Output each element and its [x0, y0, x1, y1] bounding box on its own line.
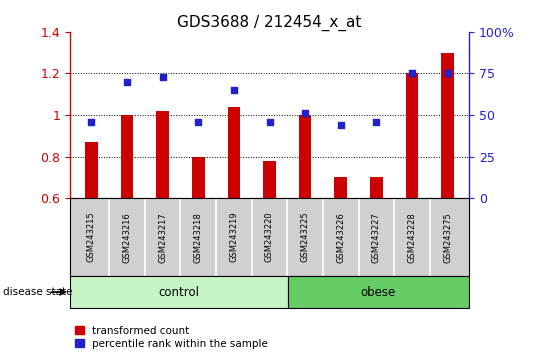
Text: disease state: disease state — [3, 287, 72, 297]
Text: GSM243225: GSM243225 — [301, 212, 309, 263]
Point — [87, 119, 96, 125]
Text: GSM243217: GSM243217 — [158, 212, 167, 263]
Bar — [70, 276, 288, 308]
Text: GSM243219: GSM243219 — [230, 212, 238, 263]
Bar — [335, 177, 347, 198]
Text: GSM243275: GSM243275 — [443, 212, 452, 263]
Point — [336, 122, 345, 128]
Bar — [406, 74, 418, 198]
Text: GSM243220: GSM243220 — [265, 212, 274, 263]
Text: GSM243228: GSM243228 — [407, 212, 417, 263]
Title: GDS3688 / 212454_x_at: GDS3688 / 212454_x_at — [177, 14, 362, 30]
Legend: transformed count, percentile rank within the sample: transformed count, percentile rank withi… — [75, 326, 268, 349]
Text: GSM243226: GSM243226 — [336, 212, 345, 263]
Text: GSM243216: GSM243216 — [122, 212, 132, 263]
Point — [301, 110, 309, 116]
Text: obese: obese — [361, 286, 396, 298]
Text: GSM243227: GSM243227 — [372, 212, 381, 263]
Bar — [441, 53, 454, 198]
Bar — [370, 177, 383, 198]
Text: GSM243218: GSM243218 — [194, 212, 203, 263]
Point — [123, 79, 132, 85]
Point — [230, 87, 238, 93]
Bar — [288, 276, 469, 308]
Bar — [85, 142, 98, 198]
Point — [372, 119, 381, 125]
Point — [407, 71, 416, 76]
Point — [194, 119, 203, 125]
Bar — [263, 161, 276, 198]
Text: GSM243215: GSM243215 — [87, 212, 96, 263]
Bar — [121, 115, 133, 198]
Bar — [156, 111, 169, 198]
Point — [158, 74, 167, 80]
Bar — [192, 156, 204, 198]
Bar — [227, 107, 240, 198]
Text: control: control — [158, 286, 199, 298]
Bar — [299, 115, 312, 198]
Point — [265, 119, 274, 125]
Point — [443, 71, 452, 76]
